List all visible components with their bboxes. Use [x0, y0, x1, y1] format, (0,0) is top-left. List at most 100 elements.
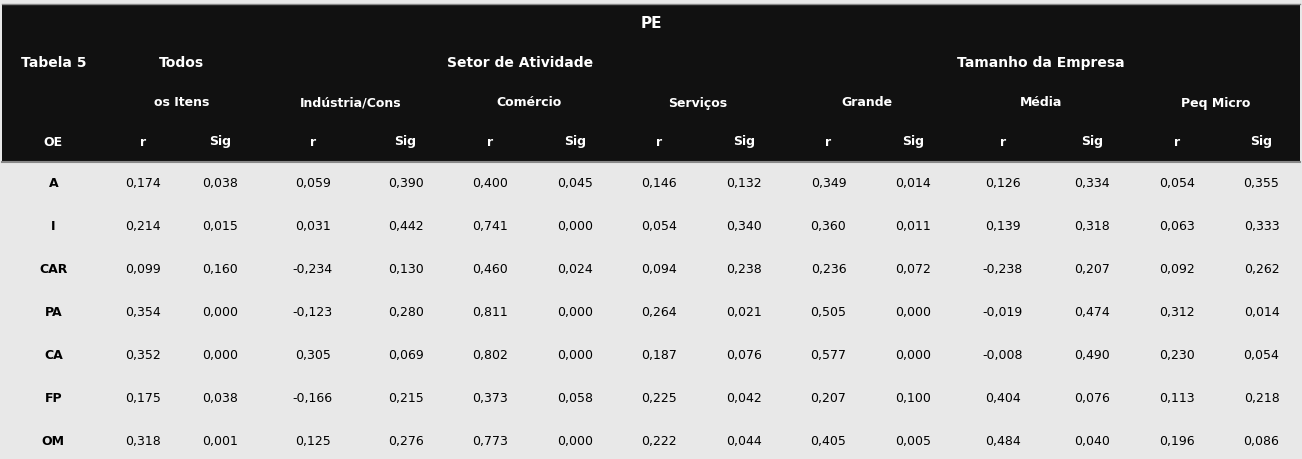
Text: A: A — [48, 177, 59, 190]
Text: 0,340: 0,340 — [727, 220, 762, 233]
Text: 0,442: 0,442 — [388, 220, 423, 233]
Text: 0,076: 0,076 — [1074, 392, 1111, 405]
Text: 0,072: 0,072 — [894, 263, 931, 276]
Text: Grande: Grande — [841, 96, 892, 110]
Text: 0,040: 0,040 — [1074, 435, 1111, 448]
Text: 0,069: 0,069 — [388, 349, 423, 362]
Text: 0,404: 0,404 — [984, 392, 1021, 405]
Text: Sig: Sig — [208, 135, 230, 149]
Text: r: r — [487, 135, 493, 149]
Text: CAR: CAR — [39, 263, 68, 276]
Text: Média: Média — [1019, 96, 1062, 110]
Text: os Itens: os Itens — [154, 96, 210, 110]
Bar — [3, 4, 1299, 162]
Text: 0,021: 0,021 — [727, 306, 762, 319]
Text: -0,166: -0,166 — [293, 392, 333, 405]
Text: 0,045: 0,045 — [557, 177, 592, 190]
Text: r: r — [1000, 135, 1005, 149]
Text: 0,000: 0,000 — [557, 349, 592, 362]
Text: 0,132: 0,132 — [727, 177, 762, 190]
Text: 0,230: 0,230 — [1159, 349, 1195, 362]
Text: 0,354: 0,354 — [125, 306, 161, 319]
Text: 0,333: 0,333 — [1243, 220, 1280, 233]
Text: 0,038: 0,038 — [202, 392, 238, 405]
Text: OE: OE — [44, 135, 62, 149]
Text: 0,811: 0,811 — [473, 306, 508, 319]
Text: 0,015: 0,015 — [202, 220, 238, 233]
Text: 0,207: 0,207 — [1074, 263, 1111, 276]
Text: 0,059: 0,059 — [294, 177, 331, 190]
Text: 0,360: 0,360 — [811, 220, 846, 233]
Text: Sig: Sig — [733, 135, 755, 149]
Text: r: r — [656, 135, 663, 149]
Text: 0,092: 0,092 — [1159, 263, 1195, 276]
Text: 0,741: 0,741 — [473, 220, 508, 233]
Text: 0,355: 0,355 — [1243, 177, 1280, 190]
Text: 0,373: 0,373 — [473, 392, 508, 405]
Text: 0,086: 0,086 — [1243, 435, 1280, 448]
Text: Sig: Sig — [395, 135, 417, 149]
Text: 0,000: 0,000 — [894, 306, 931, 319]
Text: 0,000: 0,000 — [557, 220, 592, 233]
Text: 0,305: 0,305 — [294, 349, 331, 362]
Text: 0,400: 0,400 — [473, 177, 508, 190]
Text: 0,160: 0,160 — [202, 263, 238, 276]
Text: 0,063: 0,063 — [1159, 220, 1195, 233]
Text: 0,460: 0,460 — [473, 263, 508, 276]
Text: 0,100: 0,100 — [894, 392, 931, 405]
Text: 0,490: 0,490 — [1074, 349, 1111, 362]
Text: 0,054: 0,054 — [1243, 349, 1280, 362]
Text: 0,125: 0,125 — [294, 435, 331, 448]
Text: 0,113: 0,113 — [1159, 392, 1195, 405]
Text: 0,099: 0,099 — [125, 263, 161, 276]
Text: Tabela 5: Tabela 5 — [21, 56, 86, 70]
Text: 0,280: 0,280 — [388, 306, 423, 319]
Text: 0,076: 0,076 — [727, 349, 762, 362]
Text: 0,802: 0,802 — [473, 349, 508, 362]
Text: 0,349: 0,349 — [811, 177, 846, 190]
Text: -0,123: -0,123 — [293, 306, 333, 319]
Text: 0,031: 0,031 — [294, 220, 331, 233]
Text: 0,011: 0,011 — [896, 220, 931, 233]
Text: 0,000: 0,000 — [202, 349, 238, 362]
Text: 0,218: 0,218 — [1243, 392, 1280, 405]
Text: 0,042: 0,042 — [727, 392, 762, 405]
Text: CA: CA — [44, 349, 62, 362]
Text: 0,000: 0,000 — [894, 349, 931, 362]
Text: 0,174: 0,174 — [125, 177, 161, 190]
Text: 0,318: 0,318 — [125, 435, 161, 448]
Text: 0,484: 0,484 — [984, 435, 1021, 448]
Text: 0,094: 0,094 — [642, 263, 677, 276]
Text: 0,000: 0,000 — [557, 435, 592, 448]
Text: 0,773: 0,773 — [473, 435, 508, 448]
Text: r: r — [825, 135, 832, 149]
Text: -0,008: -0,008 — [983, 349, 1023, 362]
Text: 0,146: 0,146 — [642, 177, 677, 190]
Text: 0,187: 0,187 — [642, 349, 677, 362]
Text: 0,058: 0,058 — [557, 392, 592, 405]
Text: 0,390: 0,390 — [388, 177, 423, 190]
Text: 0,474: 0,474 — [1074, 306, 1111, 319]
Text: Tamanho da Empresa: Tamanho da Empresa — [957, 56, 1125, 70]
Text: 0,126: 0,126 — [984, 177, 1021, 190]
Text: 0,139: 0,139 — [984, 220, 1021, 233]
Text: 0,264: 0,264 — [642, 306, 677, 319]
Text: 0,000: 0,000 — [202, 306, 238, 319]
Text: 0,014: 0,014 — [896, 177, 931, 190]
Text: 0,024: 0,024 — [557, 263, 592, 276]
Text: 0,505: 0,505 — [810, 306, 846, 319]
Text: 0,236: 0,236 — [811, 263, 846, 276]
Text: 0,130: 0,130 — [388, 263, 423, 276]
Text: -0,234: -0,234 — [293, 263, 333, 276]
Text: Comércio: Comércio — [496, 96, 561, 110]
Text: 0,000: 0,000 — [557, 306, 592, 319]
Text: 0,276: 0,276 — [388, 435, 423, 448]
Text: 0,318: 0,318 — [1074, 220, 1111, 233]
Text: 0,577: 0,577 — [810, 349, 846, 362]
Text: Todos: Todos — [159, 56, 204, 70]
Text: 0,238: 0,238 — [727, 263, 762, 276]
Text: 0,312: 0,312 — [1159, 306, 1195, 319]
Text: Sig: Sig — [564, 135, 586, 149]
Text: Setor de Atividade: Setor de Atividade — [448, 56, 594, 70]
Text: 0,054: 0,054 — [1159, 177, 1195, 190]
